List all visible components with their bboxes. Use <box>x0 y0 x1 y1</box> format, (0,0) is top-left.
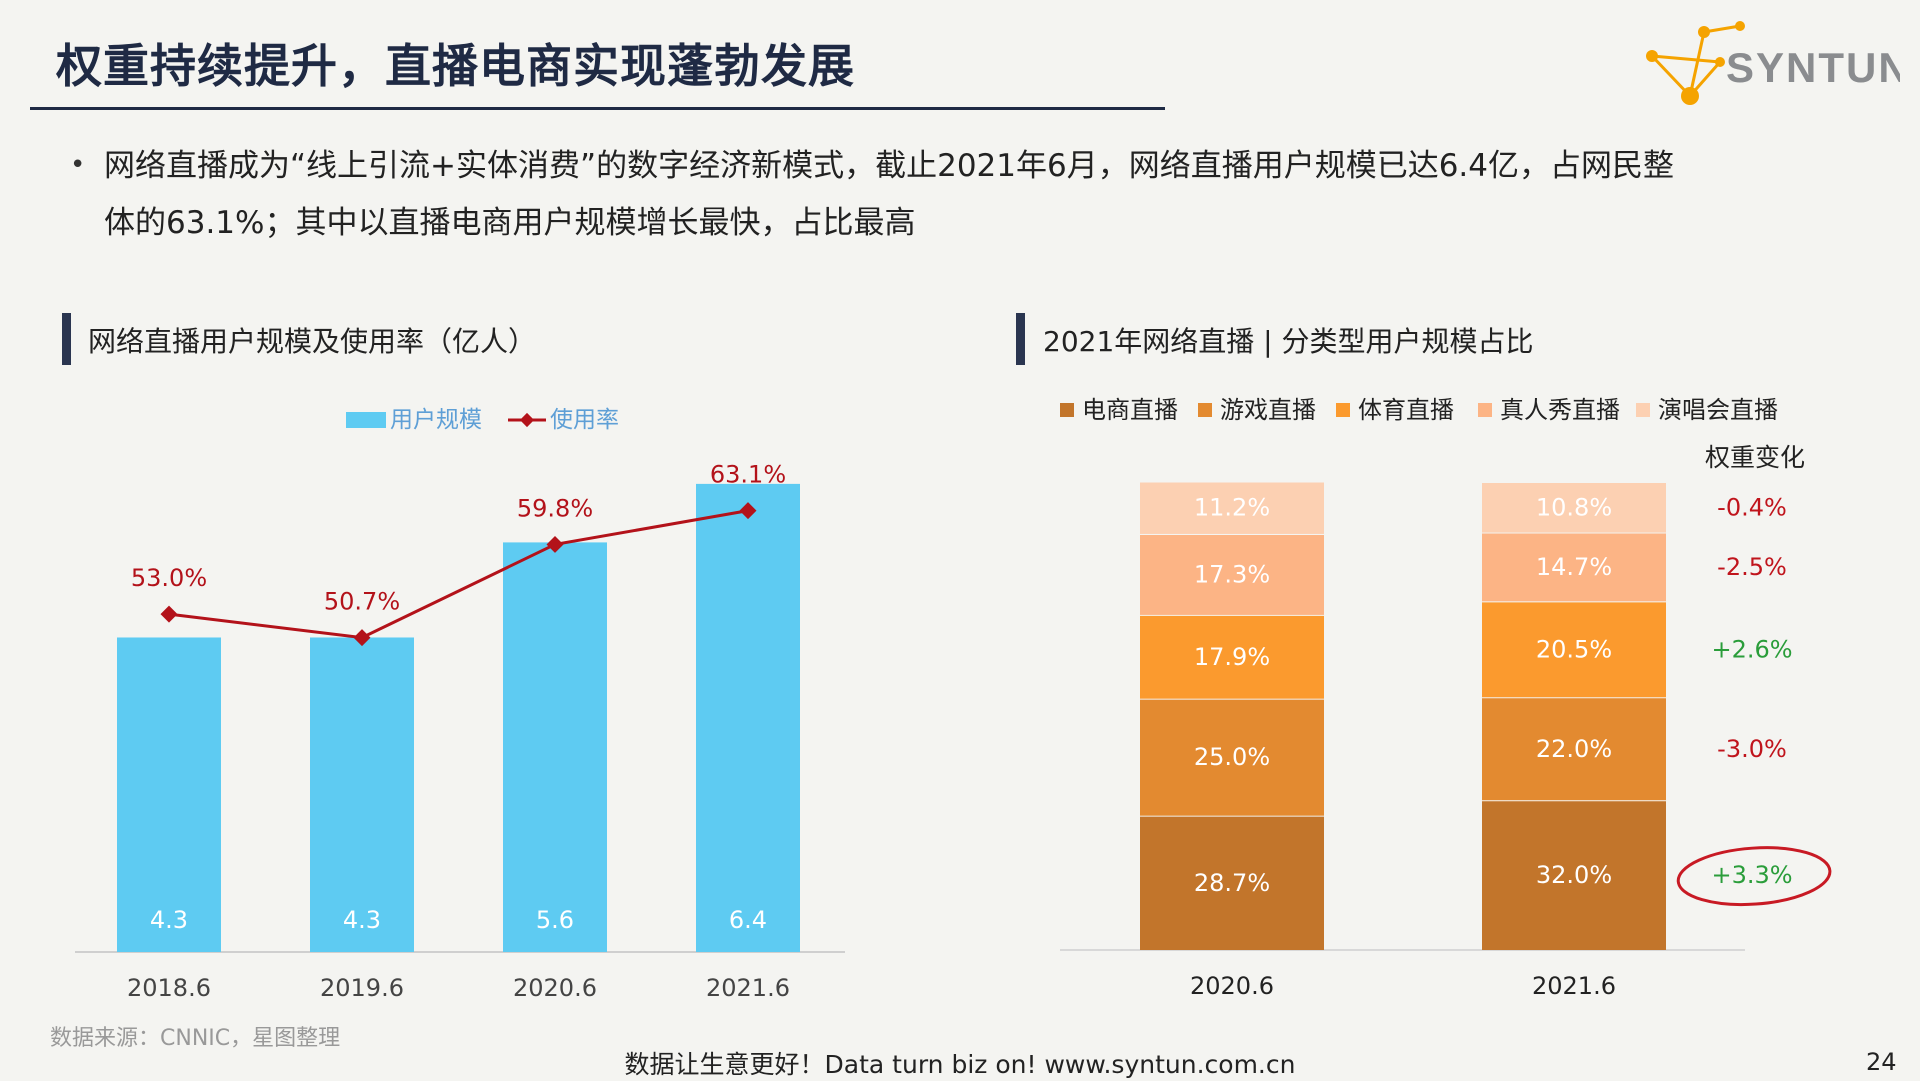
left-section-bar <box>62 313 71 365</box>
user-scale-bar <box>503 542 607 952</box>
legend-bar-label: 用户规模 <box>390 407 482 433</box>
right-x-tick-label: 2020.6 <box>1190 972 1274 1000</box>
stack-segment <box>1140 614 1324 699</box>
right-chart-title: 2021年网络直播 | 分类型用户规模占比 <box>1043 325 1534 358</box>
legend-swatch <box>1636 403 1650 417</box>
page-number: 24 <box>1866 1048 1897 1076</box>
logo-text: SYNTUN <box>1726 44 1900 91</box>
bullet-marker: • <box>70 150 86 180</box>
usage-rate-label: 63.1% <box>710 461 786 489</box>
stack-segment <box>1140 481 1324 534</box>
legend-label: 真人秀直播 <box>1500 396 1620 424</box>
user-scale-bar <box>696 483 800 952</box>
weight-change-label: -0.4% <box>1717 493 1787 521</box>
right-x-tick-label: 2021.6 <box>1532 972 1616 1000</box>
stack-value-label: 25.0% <box>1194 743 1270 771</box>
left-x-tick-label: 2021.6 <box>706 974 790 1002</box>
stack-value-label: 17.3% <box>1194 560 1270 588</box>
bullet-line-1: 网络直播成为“线上引流+实体消费”的数字经济新模式，截止2021年6月，网络直播… <box>104 148 1675 184</box>
user-scale-bar <box>310 637 414 952</box>
weight-change-label: -2.5% <box>1717 553 1787 581</box>
logo-network-icon <box>1646 21 1745 105</box>
stack-value-label: 20.5% <box>1536 635 1612 663</box>
left-x-tick-label: 2019.6 <box>320 974 404 1002</box>
usage-rate-label: 59.8% <box>517 494 593 522</box>
user-scale-bar <box>117 637 221 952</box>
highlight-circle <box>1676 846 1832 907</box>
usage-rate-label: 53.0% <box>131 564 207 592</box>
legend-swatch <box>1478 403 1492 417</box>
usage-rate-line <box>168 509 749 640</box>
user-scale-value-label: 5.6 <box>536 906 574 934</box>
stack-segment <box>1482 482 1666 533</box>
stack-value-label: 28.7% <box>1194 869 1270 897</box>
user-scale-value-label: 4.3 <box>150 906 188 934</box>
right-section-bar <box>1016 313 1025 365</box>
legend-label: 演唱会直播 <box>1658 396 1778 424</box>
left-legend: 用户规模 使用率 <box>346 407 619 433</box>
user-scale-value-label: 6.4 <box>729 906 767 934</box>
stack-segment <box>1482 697 1666 801</box>
legend-line-label: 使用率 <box>550 407 619 433</box>
stack-segment <box>1140 698 1324 816</box>
stack-value-label: 22.0% <box>1536 735 1612 763</box>
stack-segment <box>1482 601 1666 698</box>
stack-value-label: 32.0% <box>1536 861 1612 889</box>
left-x-tick-label: 2018.6 <box>127 974 211 1002</box>
stack-value-label: 11.2% <box>1194 494 1270 522</box>
stack-value-label: 14.7% <box>1536 553 1612 581</box>
left-x-tick-label: 2020.6 <box>513 974 597 1002</box>
stack-segment <box>1482 532 1666 602</box>
change-column-header: 权重变化 <box>1705 443 1805 472</box>
stack-value-label: 10.8% <box>1536 493 1612 521</box>
weight-change-label: +2.6% <box>1711 635 1792 663</box>
stack-segment <box>1140 533 1324 615</box>
usage-rate-point <box>546 535 564 553</box>
legend-bar-swatch <box>346 412 386 428</box>
user-scale-value-label: 4.3 <box>343 906 381 934</box>
legend-label: 电商直播 <box>1082 396 1178 424</box>
weight-change-label: -3.0% <box>1717 735 1787 763</box>
left-chart-title: 网络直播用户规模及使用率（亿人） <box>88 325 537 358</box>
data-source-note: 数据来源：CNNIC，星图整理 <box>50 1026 341 1051</box>
stack-value-label: 17.9% <box>1194 643 1270 671</box>
legend-line-marker <box>519 412 535 428</box>
bullet-line-2: 体的63.1%；其中以直播电商用户规模增长最快，占比最高 <box>104 205 916 241</box>
legend-swatch <box>1198 403 1212 417</box>
weight-change-label: +3.3% <box>1711 861 1792 889</box>
footer-slogan: 数据让生意更好！Data turn biz on! www.syntun.com… <box>624 1050 1296 1079</box>
syntun-logo: SYNTUN <box>1646 21 1900 105</box>
title-underline <box>30 107 1165 110</box>
usage-rate-point <box>353 629 371 647</box>
usage-rate-label: 50.7% <box>324 588 400 616</box>
stack-segment <box>1140 815 1324 950</box>
legend-label: 游戏直播 <box>1220 396 1316 424</box>
usage-rate-point <box>739 502 757 520</box>
usage-rate-point <box>160 605 178 623</box>
legend-swatch <box>1060 403 1074 417</box>
legend-label: 体育直播 <box>1358 396 1454 424</box>
legend-swatch <box>1336 403 1350 417</box>
bullet-paragraph: 网络直播成为“线上引流+实体消费”的数字经济新模式，截止2021年6月，网络直播… <box>104 138 1764 252</box>
stack-segment <box>1482 800 1666 950</box>
page-title: 权重持续提升，直播电商实现蓬勃发展 <box>56 39 855 93</box>
